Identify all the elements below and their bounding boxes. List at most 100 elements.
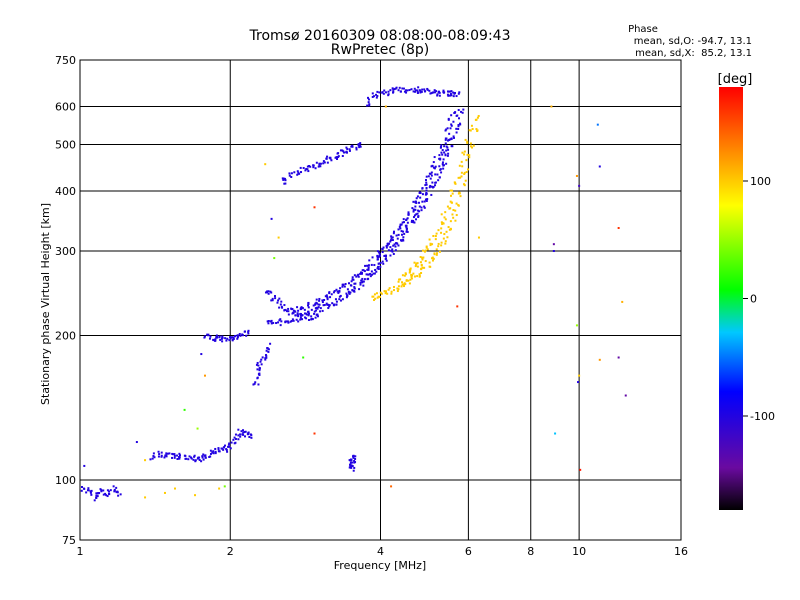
trace-point (153, 456, 156, 459)
trace-point (415, 213, 418, 216)
trace-point (267, 322, 270, 325)
trace-point (414, 89, 417, 92)
trace-point (319, 310, 322, 313)
trace-point (306, 165, 309, 168)
trace-point (278, 319, 281, 322)
trace-point (417, 86, 420, 89)
trace-point (437, 242, 440, 245)
trace-point (315, 309, 318, 312)
trace-point (393, 243, 396, 246)
trace-point (377, 295, 380, 298)
trace-point (382, 262, 385, 265)
trace-point (319, 307, 322, 310)
trace-point (288, 174, 291, 177)
trace-point (234, 437, 237, 440)
scatter-point (135, 441, 138, 444)
trace-point (307, 306, 310, 309)
trace-point (428, 265, 431, 268)
trace-point (446, 236, 449, 239)
trace-point (318, 297, 321, 300)
trace-point (253, 382, 256, 385)
trace-point (419, 91, 422, 94)
trace-point (341, 149, 344, 152)
trace-point (433, 89, 436, 92)
trace-point (425, 245, 428, 248)
trace-point (381, 247, 384, 250)
x-tick-label: 4 (377, 545, 384, 558)
scatter-point (194, 494, 197, 497)
trace-point (389, 246, 392, 249)
trace-point (87, 487, 90, 490)
trace-point (423, 205, 426, 208)
trace-point (429, 184, 432, 187)
trace-point (224, 444, 227, 447)
trace-point (354, 282, 357, 285)
trace-point (435, 90, 438, 93)
trace-point (458, 122, 461, 125)
trace-point (431, 243, 434, 246)
trace-point (277, 299, 280, 302)
trace-point (241, 334, 244, 337)
trace-point (280, 320, 283, 323)
trace-point (323, 161, 326, 164)
trace-point (444, 129, 447, 132)
trace-point (244, 435, 247, 438)
grid-layer (80, 60, 681, 540)
trace-point (368, 259, 371, 262)
x-tick-label: 8 (527, 545, 534, 558)
trace-point (414, 205, 417, 208)
trace-point (401, 87, 404, 90)
trace-point (321, 299, 324, 302)
trace-point (445, 128, 448, 131)
trace-point (378, 252, 381, 255)
trace-point (299, 308, 302, 311)
trace-point (90, 489, 93, 492)
trace-point (316, 307, 319, 310)
trace-point (405, 228, 408, 231)
trace-point (434, 235, 437, 238)
trace-point (326, 303, 329, 306)
trace-point (239, 435, 242, 438)
trace-point (325, 294, 328, 297)
trace-point (398, 278, 401, 281)
trace-point (299, 312, 302, 315)
trace-point (430, 171, 433, 174)
trace-point (331, 302, 334, 305)
trace-point (327, 307, 330, 310)
trace-point (326, 155, 329, 158)
trace-point (117, 494, 120, 497)
trace-point (229, 447, 232, 450)
trace-point (390, 290, 393, 293)
trace-point (461, 151, 464, 154)
trace-point (448, 228, 451, 231)
scatter-point (218, 487, 221, 490)
scatter-point (173, 487, 176, 490)
trace-point (465, 159, 468, 162)
trace-point (381, 260, 384, 263)
trace-point (455, 214, 458, 217)
trace-point (441, 153, 444, 156)
trace-point (376, 254, 379, 257)
trace-point (232, 438, 235, 441)
trace-point (400, 233, 403, 236)
trace-point (396, 287, 399, 290)
trace-point (390, 237, 393, 240)
trace-point (314, 316, 317, 319)
trace-point (429, 177, 432, 180)
trace-point (193, 454, 196, 457)
trace-point (376, 256, 379, 259)
trace-point (434, 184, 437, 187)
trace-point (351, 461, 354, 464)
trace-point (366, 104, 369, 107)
trace-point (208, 337, 211, 340)
trace-point (342, 284, 345, 287)
trace-point (389, 254, 392, 257)
trace-point (440, 144, 443, 147)
trace-point (201, 456, 204, 459)
trace-point (432, 235, 435, 238)
trace-point (287, 310, 290, 313)
trace-point (306, 168, 309, 171)
trace-point (376, 94, 379, 97)
trace-point (378, 255, 381, 258)
trace-point (244, 430, 247, 433)
